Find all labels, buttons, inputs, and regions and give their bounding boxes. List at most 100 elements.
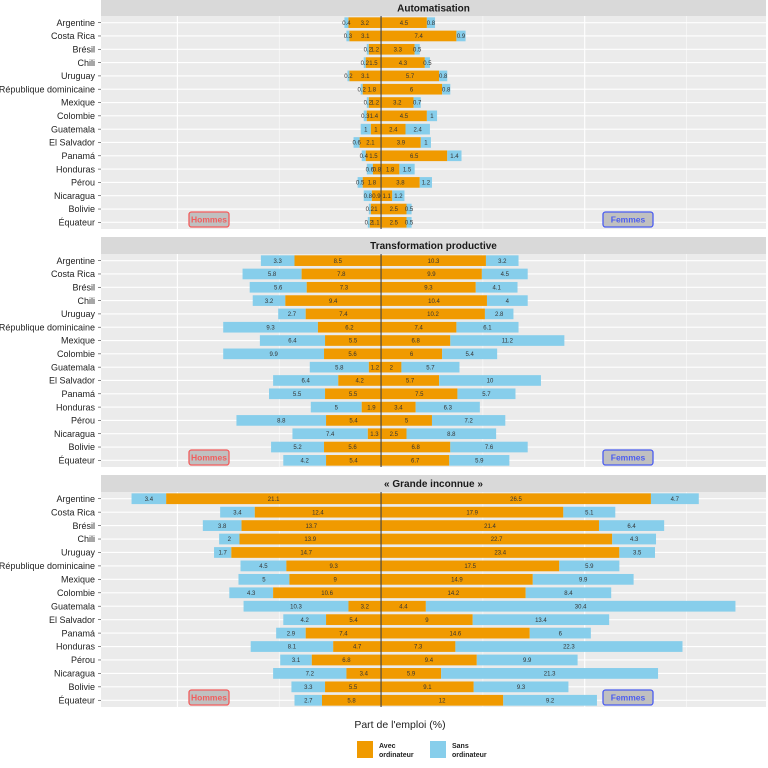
bar-hommes-avec [325,335,382,346]
bar-femmes-avec [381,547,620,558]
panel-title: Automatisation [397,4,470,15]
data-label: 0.8 [439,74,448,80]
category-label: République dominicaine [0,561,95,571]
data-label: 0.4 [360,154,369,160]
data-label: 7.6 [485,445,494,451]
data-label: 6 [559,631,563,637]
category-label: Honduras [56,642,96,652]
bar-femmes-avec [381,388,458,400]
bar-femmes-avec [381,455,450,466]
data-label: 9.3 [330,564,339,570]
category-label: Brésil [72,282,95,292]
data-label: 4.5 [501,272,510,278]
bar-hommes-sans [367,217,370,228]
data-label: 13.4 [535,618,547,624]
bar-femmes-sans [598,520,665,531]
bar-femmes-avec [381,641,456,652]
data-label: 26.5 [510,497,522,503]
bar-hommes-sans [229,587,274,599]
bar-hommes-avec [368,361,382,373]
bar-femmes-avec [381,506,564,518]
data-label: 5.7 [406,379,415,385]
data-label: 1.2 [394,194,403,200]
data-label: 5.8 [347,698,356,704]
data-label: 3.1 [361,34,370,40]
data-label: 5.2 [293,445,302,451]
data-label: 2.5 [390,432,399,438]
bar-femmes-avec [381,255,486,266]
category-label: Bolivie [68,682,95,692]
category-label: El Salvador [49,376,95,386]
data-label: 14.7 [300,551,312,557]
data-label: 5.5 [293,392,302,398]
bar-hommes-avec [359,137,382,148]
bar-femmes-avec [381,681,474,693]
bar-hommes-avec [301,268,382,280]
bar-femmes-avec [381,150,448,162]
bar-femmes-avec [381,137,421,148]
data-label: 10.3 [428,259,440,265]
bar-femmes-avec [381,587,526,599]
bar-femmes-sans [481,268,528,280]
data-label: 1.1 [371,221,380,227]
data-label: 1.2 [371,365,380,371]
data-label: 11.2 [502,339,514,345]
bar-femmes-sans [559,560,620,572]
bar-hommes-avec [239,533,382,545]
data-label: 0.9 [372,194,381,200]
bar-hommes-sans [219,533,240,545]
legend: Avec ordinateur Sans ordinateur [357,741,487,759]
bar-hommes-avec [231,547,382,558]
data-label: 7.2 [464,419,473,425]
data-label: 14.9 [451,578,463,584]
data-label: 13.9 [304,537,316,543]
bar-hommes-sans [269,388,326,400]
data-label: 5.6 [348,445,357,451]
data-label: 3.2 [361,21,370,27]
bar-hommes-sans [242,268,302,280]
data-label: 8.5 [334,259,343,265]
data-label: 0.5 [405,221,414,227]
bar-femmes-avec [381,668,442,679]
bar-femmes-avec [381,123,406,135]
data-label: 5.6 [348,352,357,358]
data-label: 7.4 [415,34,424,40]
data-label: 8.8 [447,432,456,438]
data-label: 6.3 [444,405,453,411]
bar-femmes-sans [529,627,591,639]
data-label: 5.5 [349,392,358,398]
category-label: Pérou [71,178,95,188]
data-label: 5 [405,419,409,425]
bar-femmes-sans [563,506,616,518]
data-label: 7.5 [415,392,424,398]
data-label: 6.2 [345,325,354,331]
category-label: Équateur [58,218,95,228]
bar-femmes-avec [381,694,504,706]
data-label: 1 [430,114,434,120]
hommes-label-box [188,449,230,466]
bar-hommes-sans [363,190,372,202]
category-label: République dominicaine [0,322,95,332]
category-label: République dominicaine [0,84,95,94]
bar-femmes-avec [381,83,443,95]
bar-femmes-sans [419,177,432,188]
legend-swatch [430,741,446,758]
data-label: 2.7 [288,312,297,318]
data-label: 5.4 [465,352,474,358]
bar-hommes-sans [259,335,326,346]
bar-hommes-avec [306,281,382,293]
legend-label-line2: ordinateur [452,752,487,759]
data-label: 2.5 [390,207,399,213]
data-label: 6.5 [410,154,419,160]
data-label: 10 [487,379,494,385]
hommes-label: Hommes [191,693,227,703]
data-label: 0.3 [361,114,370,120]
category-label: Équateur [58,695,95,705]
bar-femmes-sans [475,281,518,293]
data-label: 1.2 [371,101,380,107]
category-label: Guatemala [51,362,95,372]
data-label: 4.4 [399,604,408,610]
data-label: 7.3 [414,645,423,651]
data-label: 6.8 [412,445,421,451]
bar-hommes-sans [366,163,373,175]
